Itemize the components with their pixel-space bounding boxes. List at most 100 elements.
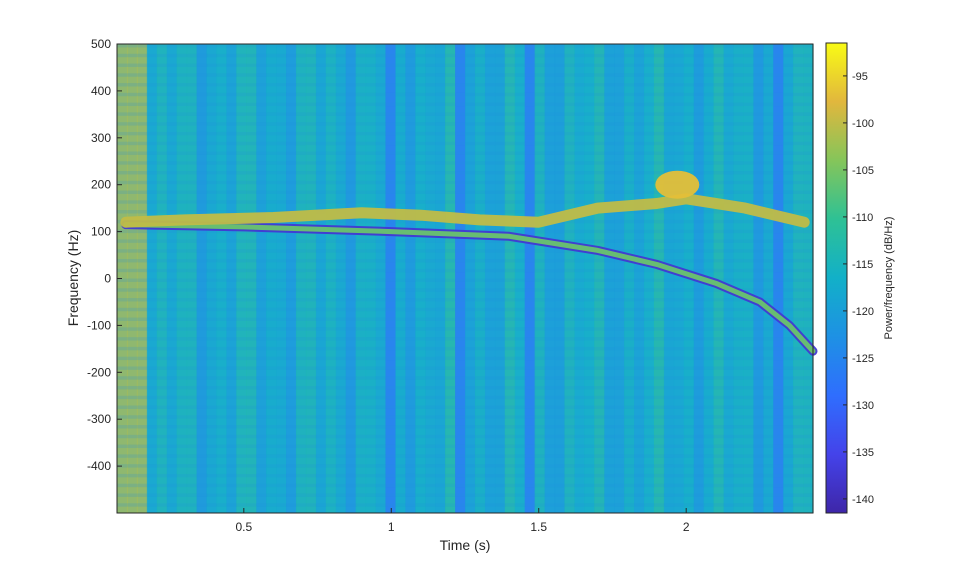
colorbar-label: Power/frequency (dB/Hz) bbox=[883, 217, 895, 340]
y-tick-label: 300 bbox=[91, 131, 111, 145]
spectrogram-column bbox=[276, 44, 287, 513]
spectrogram-row bbox=[117, 141, 813, 146]
spectrogram-row bbox=[117, 464, 813, 468]
spectrogram-row bbox=[117, 249, 813, 253]
colorbar-gradient bbox=[825, 42, 848, 514]
spectrogram-row bbox=[117, 405, 813, 409]
spectrogram-row bbox=[117, 268, 813, 273]
spectrogram-row bbox=[117, 385, 813, 390]
spectrogram-column bbox=[803, 44, 814, 513]
spectrogram-column bbox=[126, 44, 138, 513]
spectrogram-column bbox=[643, 44, 655, 513]
spectrogram-heatmap bbox=[117, 44, 818, 513]
spectrogram-column bbox=[355, 44, 367, 513]
spectrogram-row bbox=[117, 122, 813, 126]
spectrogram-column bbox=[226, 44, 237, 513]
spectrogram-column bbox=[305, 44, 317, 513]
spectrogram-column bbox=[136, 44, 148, 513]
spectrogram-row bbox=[117, 200, 813, 204]
spectrogram-column bbox=[445, 44, 456, 513]
spectrogram-row bbox=[117, 258, 813, 263]
spectrogram-row bbox=[117, 415, 813, 419]
colorbar-tick-label: -135 bbox=[852, 447, 874, 459]
spectrogram-column bbox=[395, 44, 406, 513]
spectrogram-row bbox=[117, 298, 813, 302]
spectrogram-row bbox=[117, 210, 813, 214]
spectrogram-row bbox=[117, 239, 813, 243]
spectrogram-column bbox=[494, 44, 506, 513]
y-axis: 500 400 300 200 100 0 -100 -200 -300 -400 bbox=[87, 37, 122, 473]
colorbar: -95-100-105-110-115-120-125-130-135-140 … bbox=[825, 42, 895, 514]
spectrogram-row bbox=[117, 171, 813, 175]
x-axis: 0.5 1 1.5 2 bbox=[235, 508, 690, 534]
spectrogram-column bbox=[554, 44, 566, 513]
spectrogram-column bbox=[176, 44, 188, 513]
spectrogram-column bbox=[425, 44, 436, 513]
spectrogram-column bbox=[604, 44, 615, 513]
spectrogram-row bbox=[117, 102, 813, 107]
spectrogram-column bbox=[236, 44, 247, 513]
spectrogram-row bbox=[117, 337, 813, 341]
spectrogram-column bbox=[773, 44, 784, 513]
spectrogram-column bbox=[544, 44, 556, 513]
spectrogram-column bbox=[763, 44, 774, 513]
spectrogram-column bbox=[335, 44, 347, 513]
spectrogram-column bbox=[315, 44, 327, 513]
spectrogram-column bbox=[504, 44, 516, 513]
spectrogram-column bbox=[723, 44, 735, 513]
spectrogram-column bbox=[783, 44, 794, 513]
spectrogram-row bbox=[117, 376, 813, 380]
spectrogram-column bbox=[435, 44, 446, 513]
x-tick-label: 2 bbox=[683, 520, 690, 534]
x-axis-label: Time (s) bbox=[440, 537, 491, 553]
spectrogram-column bbox=[743, 44, 754, 513]
x-tick-label: 1.5 bbox=[530, 520, 547, 534]
spectrogram-column bbox=[117, 44, 128, 513]
y-tick-label: -300 bbox=[87, 412, 111, 426]
y-tick-label: 400 bbox=[91, 84, 111, 98]
y-tick-label: 200 bbox=[91, 178, 111, 192]
spectrogram-column bbox=[673, 44, 685, 513]
spectrogram-row bbox=[117, 483, 813, 488]
spectrogram-row bbox=[117, 63, 813, 67]
spectrogram-row bbox=[117, 53, 813, 58]
spectrogram-column bbox=[156, 44, 168, 513]
spectrogram-row bbox=[117, 473, 813, 478]
colorbar-tick-label: -95 bbox=[852, 71, 868, 83]
spectrogram-column bbox=[713, 44, 725, 513]
spectrogram-column bbox=[455, 44, 466, 513]
spectrogram-row bbox=[117, 112, 813, 116]
y-tick-label: -200 bbox=[87, 365, 111, 379]
spectrogram-row bbox=[117, 425, 813, 429]
spectrogram-column bbox=[286, 44, 297, 513]
spectrogram-row bbox=[117, 366, 813, 370]
spectrogram-row bbox=[117, 395, 813, 400]
spectrogram-column bbox=[465, 44, 476, 513]
colorbar-ticks: -95 -100 -105 -110 -115 -120 -125 -130 -135 -140 bbox=[843, 71, 874, 506]
spectrogram-column bbox=[295, 44, 307, 513]
spectrogram-column bbox=[653, 44, 665, 513]
spectrogram-column bbox=[594, 44, 605, 513]
spectrogram-row bbox=[117, 346, 813, 351]
spectrogram-column bbox=[574, 44, 585, 513]
spectrogram-row bbox=[117, 44, 813, 48]
spectrogram-row bbox=[117, 278, 813, 282]
spectrogram-row bbox=[117, 444, 813, 449]
spectrogram-column bbox=[524, 44, 536, 513]
colorbar-tick-label: -100 bbox=[852, 118, 874, 130]
x-tick-label: 0.5 bbox=[235, 520, 252, 534]
y-tick-label: -100 bbox=[87, 318, 111, 332]
spectrogram-column bbox=[415, 44, 426, 513]
lower-chirp-trace bbox=[123, 222, 816, 354]
spectrogram-row bbox=[117, 180, 813, 185]
spectrogram-column bbox=[624, 44, 635, 513]
spectrogram-column bbox=[196, 44, 208, 513]
spectrogram-row bbox=[117, 190, 813, 194]
upper-tone-trace bbox=[120, 193, 810, 228]
spectrogram-column bbox=[484, 44, 496, 513]
spectrogram-row bbox=[117, 493, 813, 497]
spectrogram-column bbox=[385, 44, 396, 513]
spectrogram-row bbox=[117, 454, 813, 458]
upper-tone-burst bbox=[655, 170, 700, 199]
